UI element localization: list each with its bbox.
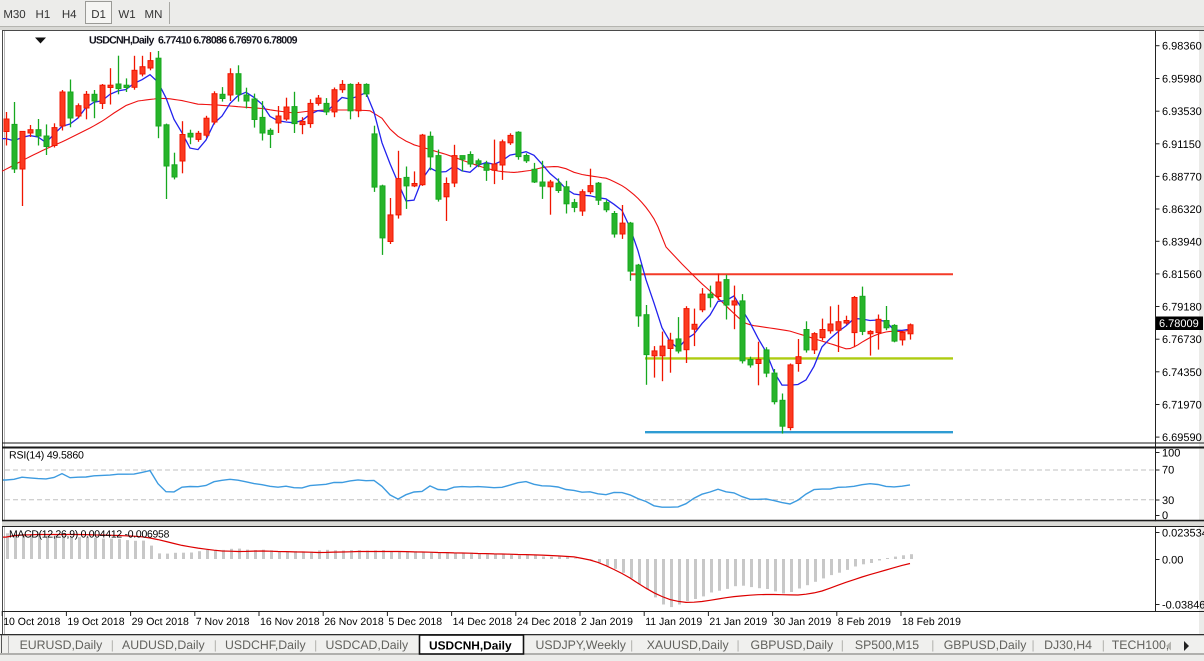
svg-text:H1: H1	[36, 9, 51, 21]
svg-text:6.98360: 6.98360	[1162, 41, 1202, 53]
svg-text:10 Oct 2018: 10 Oct 2018	[3, 616, 60, 628]
svg-text:21 Jan 2019: 21 Jan 2019	[709, 616, 767, 628]
svg-text:6.91150: 6.91150	[1162, 139, 1201, 151]
svg-text:|: |	[1032, 638, 1035, 652]
svg-text:11 Jan 2019: 11 Jan 2019	[645, 616, 702, 628]
svg-text:AUDUSD,Daily: AUDUSD,Daily	[122, 638, 206, 652]
svg-text:7 Nov 2018: 7 Nov 2018	[196, 616, 250, 628]
svg-text:6.69590: 6.69590	[1162, 432, 1202, 444]
svg-text:18 Feb 2019: 18 Feb 2019	[902, 616, 961, 628]
svg-text:USDCNH,Daily 6.77410 6.78086: USDCNH,Daily 6.77410 6.78086 6.76970 6.7…	[89, 35, 298, 47]
svg-text:D1: D1	[91, 9, 106, 21]
svg-text:29 Oct 2018: 29 Oct 2018	[132, 616, 189, 628]
svg-text:|: |	[214, 638, 217, 652]
svg-text:USDCNH,Daily: USDCNH,Daily	[429, 639, 512, 653]
svg-text:USDCHF,Daily: USDCHF,Daily	[225, 638, 306, 652]
svg-text:6.95980: 6.95980	[1162, 74, 1202, 86]
svg-text:6.74350: 6.74350	[1162, 367, 1202, 379]
svg-text:USDJPY,Weekly: USDJPY,Weekly	[536, 638, 627, 652]
svg-text:5 Dec 2018: 5 Dec 2018	[388, 616, 442, 628]
svg-text:6.88770: 6.88770	[1162, 171, 1202, 183]
svg-text:26 Nov 2018: 26 Nov 2018	[324, 616, 384, 628]
svg-text:8 Feb 2019: 8 Feb 2019	[838, 616, 891, 628]
svg-text:24 Dec 2018: 24 Dec 2018	[517, 616, 577, 628]
svg-text:|: |	[111, 638, 114, 652]
svg-text:|: |	[1102, 638, 1105, 652]
svg-text:100: 100	[1162, 448, 1180, 460]
svg-text:6.76730: 6.76730	[1162, 334, 1202, 346]
svg-text:GBPUSD,Daily: GBPUSD,Daily	[751, 638, 835, 652]
svg-text:6.81560: 6.81560	[1162, 269, 1202, 281]
svg-text:2 Jan 2019: 2 Jan 2019	[581, 616, 633, 628]
svg-text:19 Oct 2018: 19 Oct 2018	[67, 616, 124, 628]
svg-text:W1: W1	[118, 9, 135, 21]
svg-text:16 Nov 2018: 16 Nov 2018	[260, 616, 320, 628]
svg-text:|: |	[737, 638, 740, 652]
svg-text:6.93530: 6.93530	[1162, 106, 1202, 118]
svg-text:GBPUSD,Daily: GBPUSD,Daily	[944, 638, 1028, 652]
svg-text:M30: M30	[3, 9, 25, 21]
svg-text:|: |	[841, 638, 844, 652]
svg-text:6.78009: 6.78009	[1159, 318, 1199, 330]
svg-text:30: 30	[1162, 495, 1174, 507]
svg-text:-0.038466: -0.038466	[1162, 600, 1204, 612]
svg-text:6.83940: 6.83940	[1162, 236, 1202, 248]
svg-text:6.79180: 6.79180	[1162, 302, 1202, 314]
svg-text:DJ30,H4: DJ30,H4	[1044, 638, 1092, 652]
svg-text:MACD(12,26,9) 0.004412 -0.0069: MACD(12,26,9) 0.004412 -0.006958	[9, 530, 170, 541]
svg-text:XAUUSD,Daily: XAUUSD,Daily	[647, 638, 730, 652]
svg-text:SP500,M15: SP500,M15	[855, 638, 919, 652]
svg-text:EURUSD,Daily: EURUSD,Daily	[20, 638, 104, 652]
svg-text:USDCAD,Daily: USDCAD,Daily	[326, 638, 410, 652]
svg-text:6.86320: 6.86320	[1162, 204, 1202, 216]
svg-text:0.00: 0.00	[1162, 555, 1183, 567]
svg-text:|: |	[931, 638, 934, 652]
svg-text:|: |	[314, 638, 317, 652]
svg-text:RSI(14) 49.5860: RSI(14) 49.5860	[9, 450, 84, 462]
svg-text:|: |	[630, 638, 633, 652]
svg-text:MN: MN	[145, 9, 163, 21]
svg-text:TECH100,: TECH100,	[1112, 638, 1169, 652]
svg-text:30 Jan 2019: 30 Jan 2019	[774, 616, 832, 628]
svg-text:6.71970: 6.71970	[1162, 400, 1202, 412]
svg-text:14 Dec 2018: 14 Dec 2018	[453, 616, 513, 628]
svg-text:H4: H4	[62, 9, 77, 21]
svg-text:0.023534: 0.023534	[1162, 528, 1204, 540]
svg-text:70: 70	[1162, 465, 1174, 477]
svg-text:0: 0	[1162, 510, 1168, 522]
